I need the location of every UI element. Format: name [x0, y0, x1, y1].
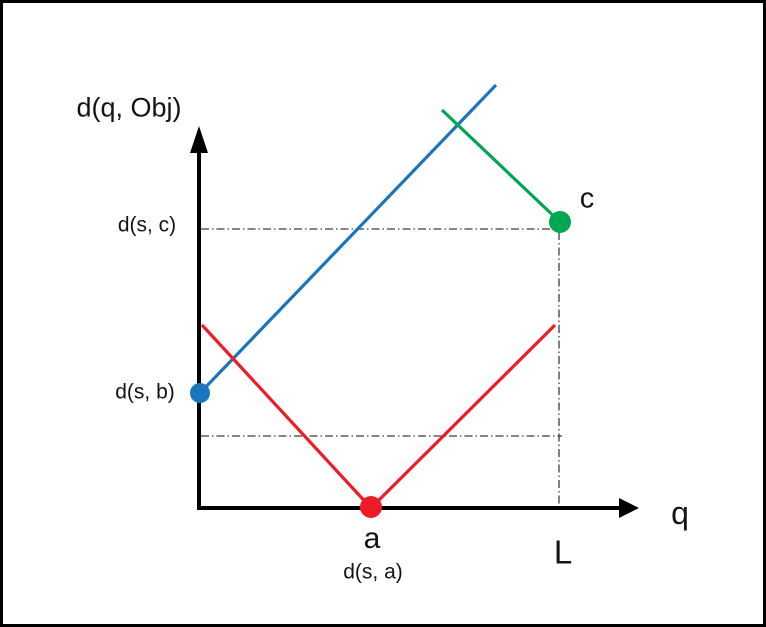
x-axis-title: q — [671, 495, 689, 531]
label-d-s-a: d(s, a) — [343, 560, 403, 584]
label-point-a: a — [363, 522, 381, 555]
label-point-c: c — [579, 182, 595, 215]
figure-canvas — [190, 83, 639, 518]
point-c-dot — [549, 211, 571, 233]
red-distance-curve — [200, 323, 557, 511]
point-b-dot — [190, 383, 210, 403]
point-a-dot — [360, 496, 382, 518]
green-distance-line — [440, 108, 562, 224]
blue-distance-line — [198, 83, 498, 395]
y-axis-arrowhead — [190, 126, 208, 153]
label-d-s-b: d(s, b) — [115, 380, 175, 404]
label-L: L — [553, 533, 573, 571]
y-axis-title: d(q, Obj) — [76, 92, 182, 123]
label-d-s-c: d(s, c) — [117, 213, 177, 237]
x-axis-arrowhead — [619, 498, 639, 518]
